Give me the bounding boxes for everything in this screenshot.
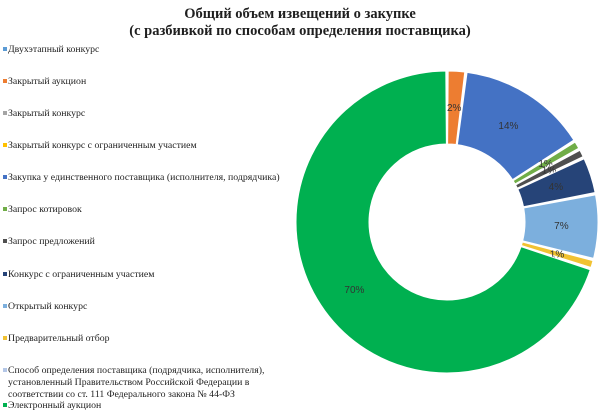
legend-marker xyxy=(3,47,7,51)
legend-label: Закрытый аукцион xyxy=(8,76,87,87)
legend-marker xyxy=(3,403,7,407)
donut-slice xyxy=(514,149,584,189)
slice-label: 1% xyxy=(550,249,565,260)
chart-title-line-1: Общий объем извещений о закупке xyxy=(184,6,416,22)
legend-marker xyxy=(3,79,7,83)
legend-label: Закрытый конкурс с ограниченным участием xyxy=(8,140,197,151)
legend-label: Предварительный отбор xyxy=(8,333,110,344)
donut-slice xyxy=(447,70,466,146)
slice-label: 2% xyxy=(447,103,462,114)
legend-marker xyxy=(3,304,7,308)
legend-label: Открытый конкурс xyxy=(8,301,88,312)
legend-marker xyxy=(3,207,7,211)
slice-label: 4% xyxy=(549,182,564,193)
chart-title-line-2: (с разбивкой по способам определения пос… xyxy=(129,23,471,39)
donut-slice xyxy=(520,241,594,269)
legend-marker xyxy=(3,368,7,372)
legend-marker xyxy=(3,272,7,276)
legend-label: Закупка у единственного поставщика (испо… xyxy=(8,172,280,183)
slice-label: 14% xyxy=(498,121,518,132)
legend-label: Запрос котировок xyxy=(8,204,82,215)
legend-marker xyxy=(3,143,7,147)
legend-marker xyxy=(3,336,7,340)
legend-label: Конкурс с ограниченным участием xyxy=(8,269,155,280)
chart-title: Общий объем извещений о закупке (с разби… xyxy=(0,6,600,40)
donut-slice xyxy=(517,158,596,208)
legend-marker xyxy=(3,111,7,115)
legend-label: Закрытый конкурс xyxy=(8,108,86,119)
donut-slice xyxy=(456,71,575,181)
slice-label: 1% xyxy=(538,159,553,170)
legend-label: Запрос предложений xyxy=(8,236,95,247)
slice-label: 7% xyxy=(554,221,569,232)
slice-label: 1% xyxy=(542,166,557,177)
donut-slice xyxy=(512,141,580,185)
legend-label: Электронный аукцион xyxy=(8,400,102,411)
slice-label: 70% xyxy=(344,285,364,296)
legend-label: Двухэтапный конкурс xyxy=(8,44,100,55)
legend-marker xyxy=(3,175,7,179)
donut-slice xyxy=(522,194,599,260)
legend-marker xyxy=(3,239,7,243)
donut-slice xyxy=(295,70,591,374)
legend-label: Способ определения поставщика (подрядчик… xyxy=(8,365,265,400)
